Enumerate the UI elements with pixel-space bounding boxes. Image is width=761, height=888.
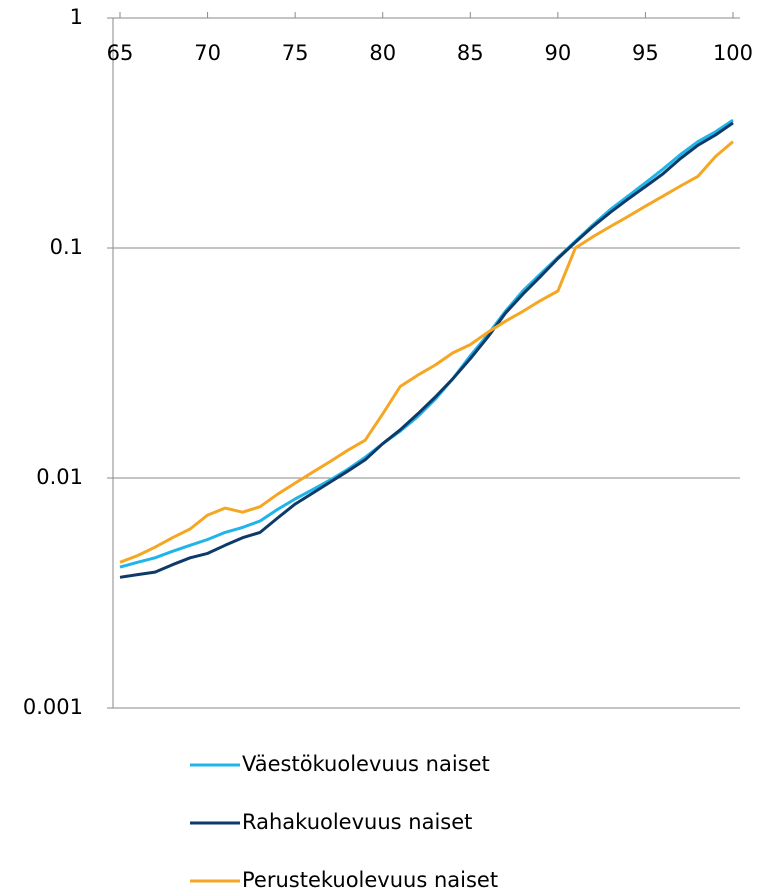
x-tick-label: 70 [194, 41, 221, 65]
x-tick-label: 90 [544, 41, 571, 65]
legend-label: Rahakuolevuus naiset [242, 810, 472, 834]
y-tick-label: 0.01 [36, 465, 83, 489]
y-tick-label: 0.1 [50, 235, 83, 259]
y-tick-label: 1 [70, 5, 83, 29]
legend-label: Perustekuolevuus naiset [242, 868, 498, 888]
series-line [119, 121, 734, 579]
x-tick-label: 100 [713, 41, 753, 65]
x-tick-label: 80 [369, 41, 396, 65]
x-tick-label: 65 [107, 41, 134, 65]
series-line [119, 118, 734, 569]
x-tick-label: 85 [457, 41, 484, 65]
series-line [119, 140, 734, 564]
legend-label: Väestökuolevuus naiset [242, 752, 490, 776]
x-tick-label: 75 [282, 41, 309, 65]
y-tick-label: 0.001 [23, 695, 83, 719]
x-tick-label: 95 [632, 41, 659, 65]
